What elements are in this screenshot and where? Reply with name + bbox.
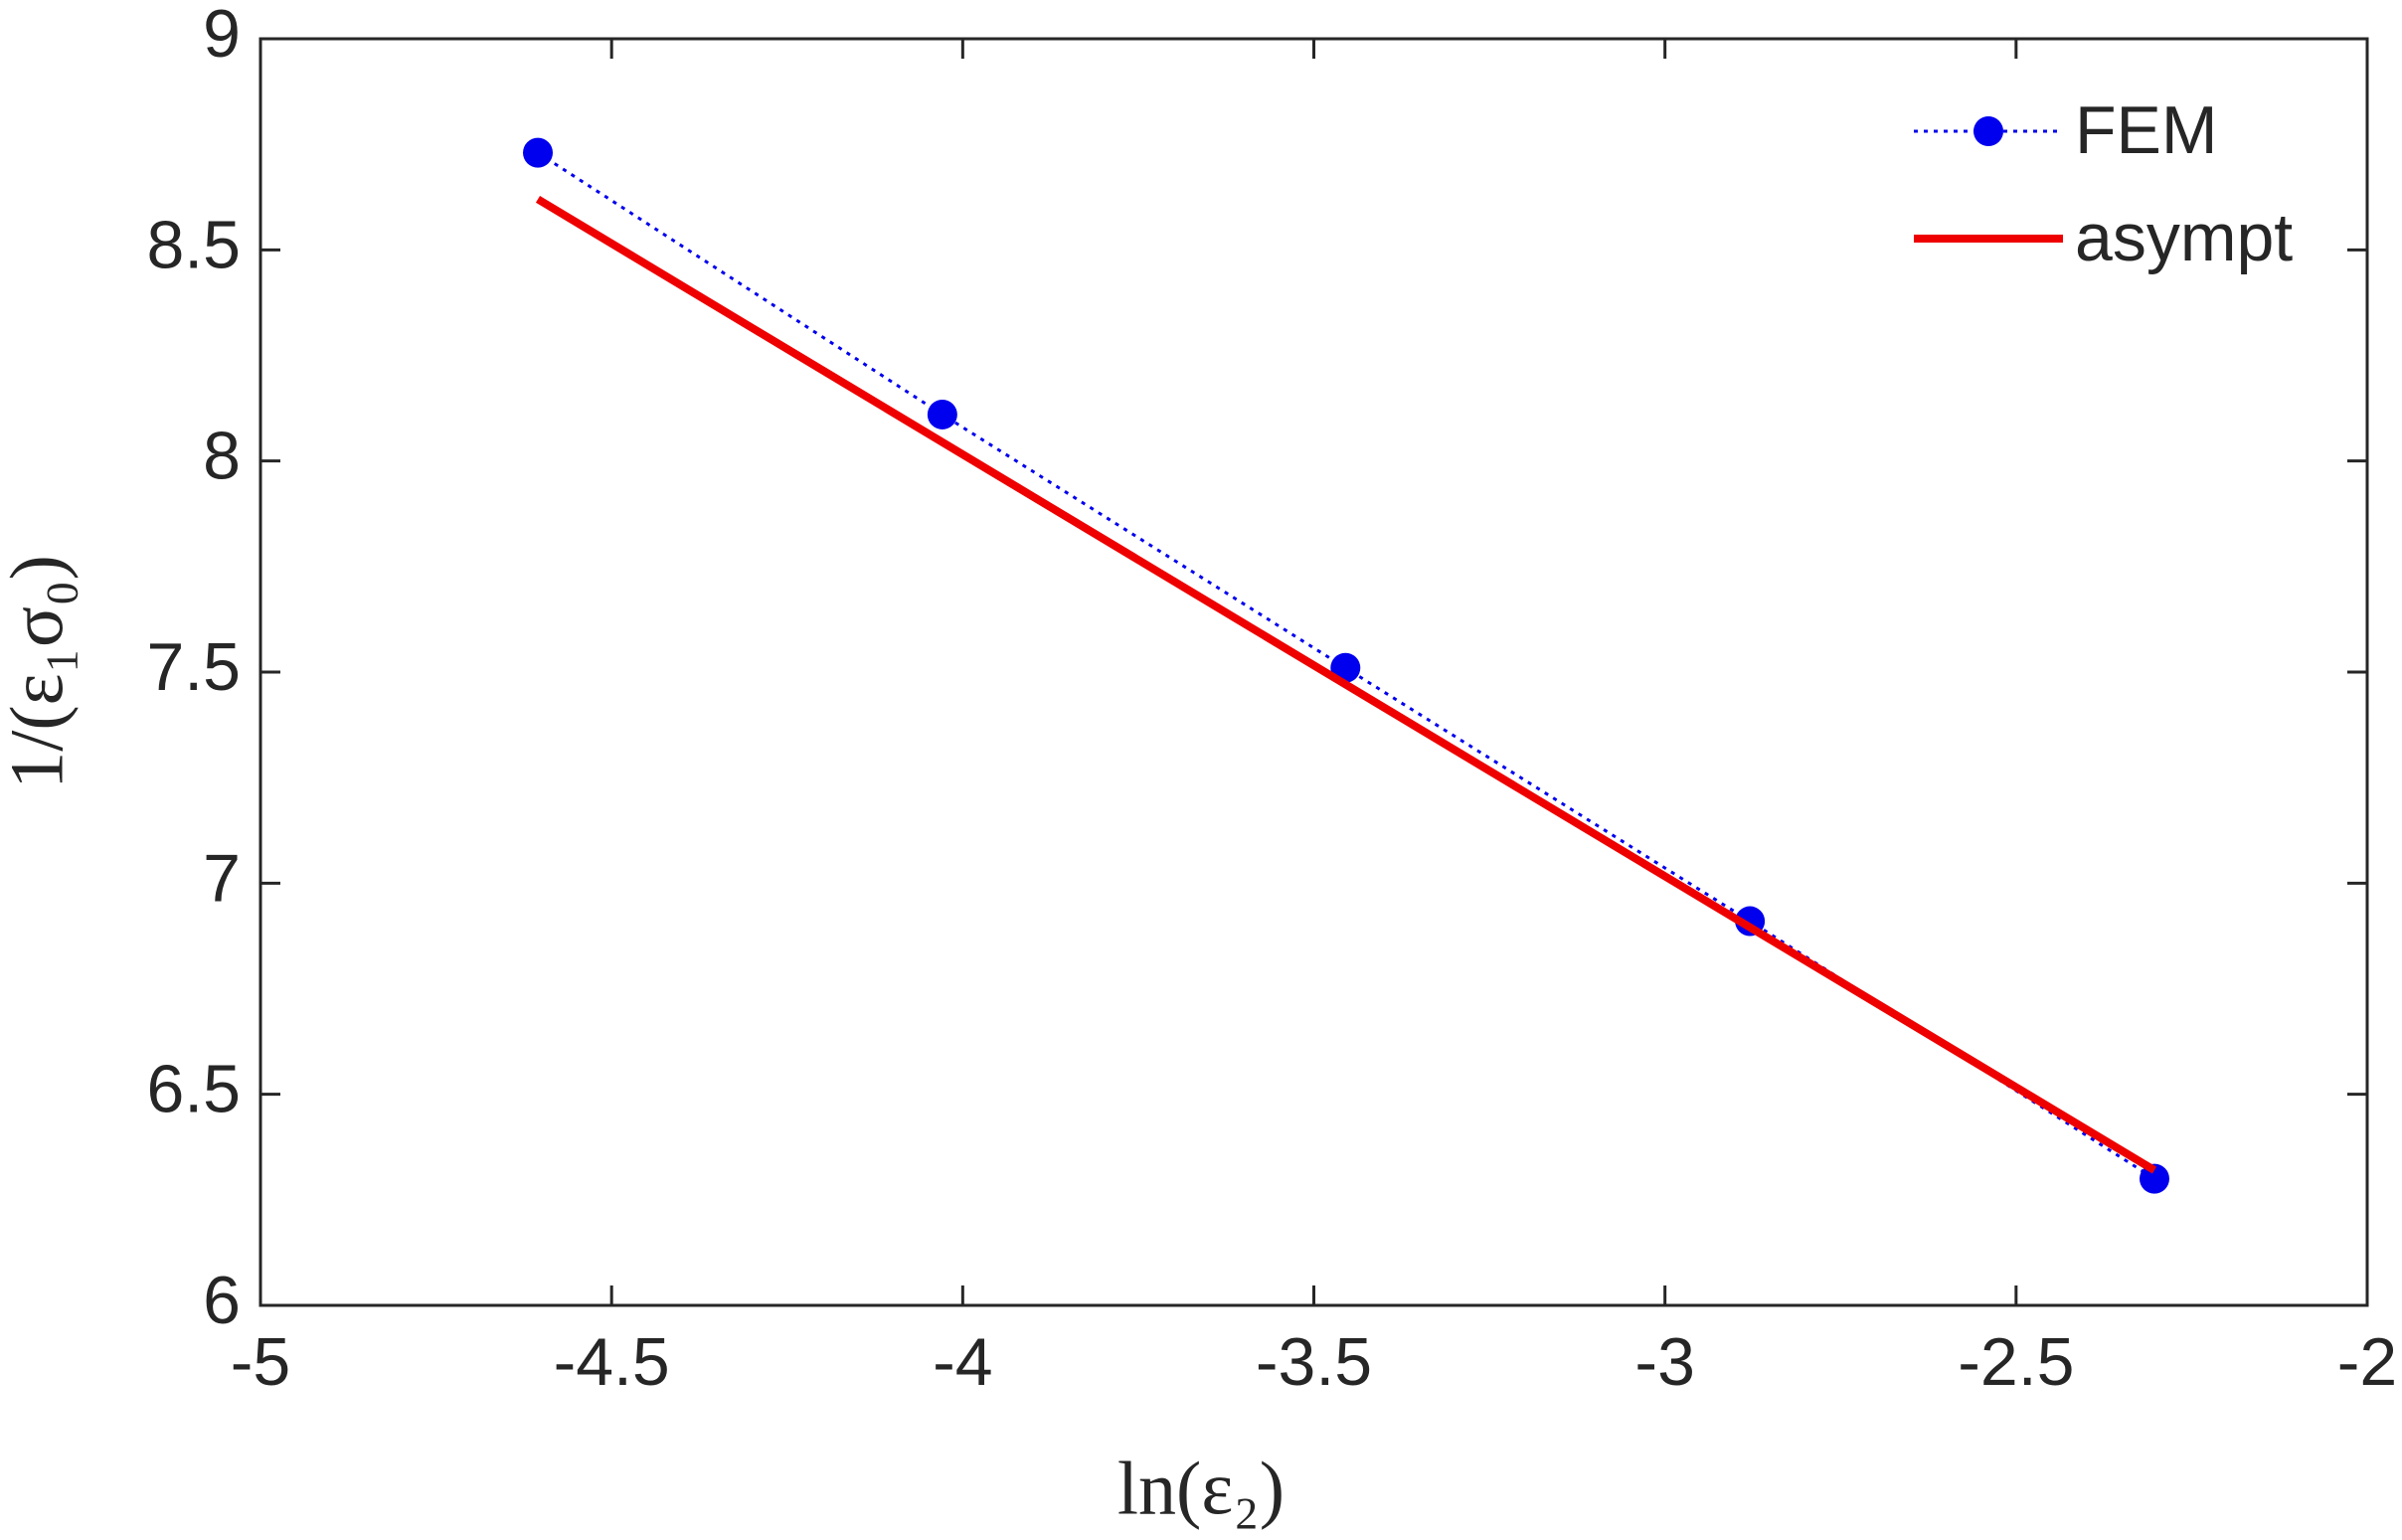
x-axis-label: ln(ε₂) <box>1117 1447 1285 1530</box>
y-tick-label: 9 <box>203 0 241 72</box>
x-tick-label: -5 <box>231 1324 290 1400</box>
legend-label: FEM <box>2075 92 2218 168</box>
y-axis-label: 1/(ε₁σ₀) <box>0 555 79 789</box>
series-line <box>535 195 2157 1174</box>
y-tick-label: 7.5 <box>146 629 241 705</box>
data-point <box>927 399 957 429</box>
legend-marker <box>1973 116 2003 146</box>
x-tick-label: -3 <box>1634 1324 1694 1400</box>
x-tick-label: -4.5 <box>554 1324 670 1400</box>
legend-label: asympt <box>2075 200 2293 275</box>
y-tick-label: 7 <box>203 840 241 916</box>
y-tick-label: 8.5 <box>146 207 241 282</box>
x-tick-label: -2.5 <box>1958 1324 2074 1400</box>
data-point <box>2139 1163 2169 1194</box>
plot-frame <box>258 37 2369 1307</box>
x-tick-label: -3.5 <box>1256 1324 1372 1400</box>
x-tick-label: -2 <box>2337 1324 2397 1400</box>
data-point <box>523 137 554 168</box>
x-tick-label: -4 <box>933 1324 992 1400</box>
y-tick-label: 6.5 <box>146 1052 241 1127</box>
y-tick-label: 8 <box>203 419 241 494</box>
y-tick-label: 6 <box>203 1263 241 1338</box>
